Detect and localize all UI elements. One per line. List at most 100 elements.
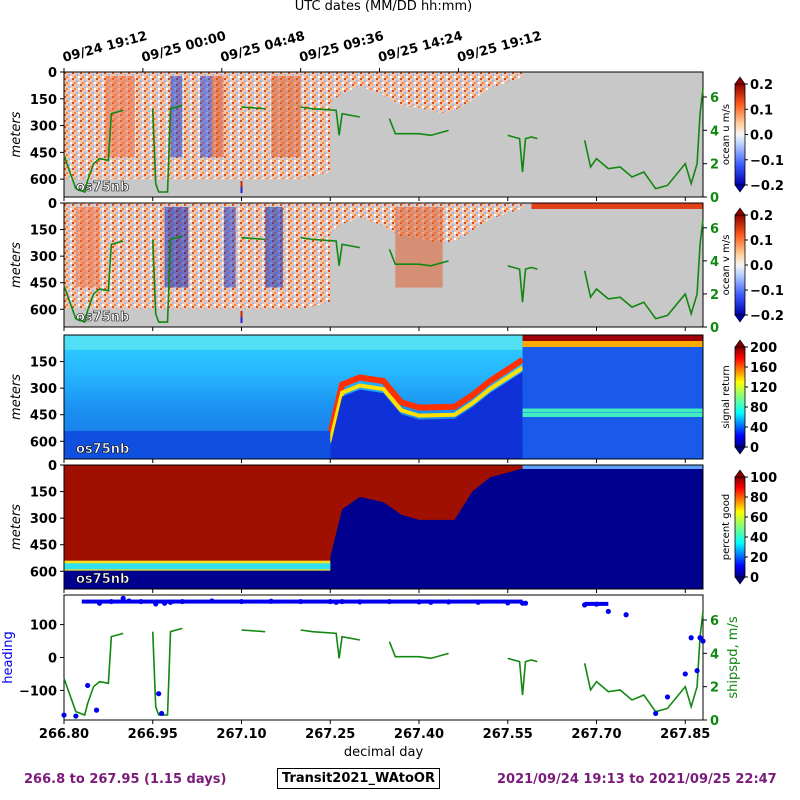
colorbar-label: ocean u m/s [721, 104, 732, 165]
shipspd-line [388, 248, 449, 267]
y2-axis-label: shipspd, m/s [726, 616, 741, 698]
y-tick-label: 0 [48, 66, 57, 81]
colorbar-extend-top [734, 469, 746, 478]
y2-tick-label: 2 [710, 288, 719, 303]
y-tick-label: 150 [30, 356, 57, 371]
y-tick-label: 300 [30, 512, 57, 527]
panel-ocean_v: 0 150 300 450 600 meters os75nb 6 4 2 0 0.2 0.1 0.0 −0… [9, 197, 784, 336]
y2-tick-label: 4 [710, 255, 719, 270]
panel-heading-shipspd: 100 0 −100 6 4 2 0 266.80 266.95 267.10 267.25 267.… [1, 594, 741, 760]
heading-point [156, 691, 162, 697]
surface-band [522, 465, 703, 469]
y-tick-label: 100 [30, 619, 57, 634]
shipspd-line [507, 134, 538, 173]
near-surface-band [64, 335, 523, 350]
heading-point [700, 638, 706, 644]
top-tick-label: 09/25 14:24 [377, 29, 465, 66]
heading-point [653, 710, 659, 717]
y-axis-label: meters [9, 111, 24, 157]
footer-day-range: 266.8 to 267.95 (1.15 days) [24, 772, 227, 787]
shipspd-line [63, 632, 124, 717]
velocity-band [265, 207, 283, 288]
y-tick-label: 450 [30, 277, 57, 292]
y-tick-label: 150 [30, 486, 57, 501]
surface-return-edge [522, 341, 703, 347]
colorbar-extend-top [734, 339, 746, 348]
colorbar-tick-label: 60 [750, 511, 768, 526]
instrument-label: os75nb [76, 442, 129, 457]
y2-tick-label: 6 [710, 222, 719, 237]
heading-point [522, 600, 529, 606]
colorbar-label: signal return [721, 365, 732, 428]
y2-tick-label: 2 [710, 681, 719, 696]
y2-tick-label: 0 [710, 321, 719, 336]
colorbar-tick-label: 0 [750, 441, 759, 456]
instrument-label: os75nb [76, 572, 129, 587]
below-bottom [330, 371, 523, 459]
heading-point [688, 635, 694, 641]
heading-point [93, 707, 100, 713]
heading-point [664, 694, 671, 700]
x-tick-label: 267.40 [394, 727, 444, 742]
colorbar-tick-label: −0.1 [750, 154, 784, 169]
heading-point [73, 713, 79, 719]
top-tick-label: 09/24 19:12 [61, 29, 149, 66]
y-tick-label: 600 [30, 435, 57, 450]
panel-percent_good: 0 150 300 450 600 meters os75nb 100 80 60 40 20 0 per… [9, 459, 777, 593]
colorbar-tick-label: −0.1 [750, 284, 784, 299]
heading-band [584, 601, 609, 606]
top-tick-label: 09/25 00:00 [140, 29, 228, 66]
y2-tick-label: 2 [710, 158, 719, 173]
heading-point [159, 710, 165, 717]
colorbar-tick-label: 120 [750, 381, 777, 396]
shipspd-line [507, 265, 538, 303]
colorbar-extend-bottom [734, 576, 746, 585]
y-tick-label: 450 [30, 539, 57, 554]
footer-cruise-name: Transit2021_WAtoOR [277, 768, 440, 789]
velocity-band [164, 207, 189, 288]
colorbar-tick-label: 0.0 [750, 129, 773, 144]
high-good-area [64, 465, 523, 565]
y-tick-label: 300 [30, 250, 57, 265]
panel-frame [63, 594, 704, 721]
velocity-band [211, 76, 224, 158]
colorbar-extend-bottom [734, 446, 746, 455]
colorbar-tick-label: 0.1 [750, 103, 773, 118]
y-tick-label: 300 [30, 120, 57, 135]
velocity-band [271, 76, 301, 158]
colorbar-tick-label: 40 [750, 421, 768, 436]
panel-ocean_u: 0 150 300 450 600 meters os75nb 6 4 2 0 0.2 0.1 0.0 −0… [9, 66, 784, 206]
colorbar-extend-top [734, 207, 746, 216]
shipspd-line [63, 109, 124, 194]
shipspd-line [583, 88, 704, 190]
velocity-band [223, 207, 236, 288]
shipspd-line [63, 240, 124, 324]
colorbar-tick-label: 40 [750, 531, 768, 546]
surface-return [522, 335, 703, 341]
colorbar-tick-label: 100 [750, 471, 777, 486]
colorbar-tick-label: 0 [750, 571, 759, 586]
shipspd-line [151, 104, 183, 193]
top-tick-label: 09/25 19:12 [456, 29, 544, 66]
colorbar-tick-label: 80 [750, 401, 768, 416]
heading-point [623, 612, 629, 618]
y-tick-label: 450 [30, 409, 57, 424]
x-tick-label: 267.70 [571, 727, 621, 742]
y-axis-label: meters [9, 374, 24, 420]
deep-return [64, 431, 331, 459]
panel-frame [63, 202, 704, 328]
top-tick-label: 09/25 09:36 [298, 29, 386, 66]
heading-point [694, 668, 700, 674]
colorbar-extend-bottom [734, 314, 746, 323]
x-tick-label: 267.25 [305, 727, 355, 742]
y2-tick-label: 4 [710, 124, 719, 139]
shipspd-line [388, 641, 449, 660]
colorbar-tick-label: 20 [750, 551, 768, 566]
panel-signal_return: 150 300 450 600 meters os75nb 200 160 120 80 40 0 si… [9, 334, 777, 463]
x-tick-label: 267.10 [216, 727, 266, 742]
y-tick-label: 600 [30, 303, 57, 318]
y-tick-label: 150 [30, 93, 57, 108]
bottom-echo-edge [328, 366, 524, 443]
y-tick-label: 450 [30, 146, 57, 161]
y2-tick-label: 6 [710, 614, 719, 629]
